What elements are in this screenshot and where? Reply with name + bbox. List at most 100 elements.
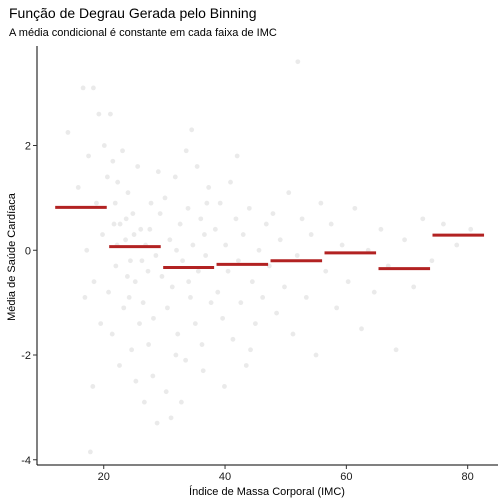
data-point — [131, 232, 137, 237]
y-axis-ticks: -4 -2 0 2 — [21, 141, 37, 467]
x-tick-label: 20 — [98, 471, 110, 483]
x-tick-label: 40 — [219, 471, 231, 483]
x-axis-ticks: 20 40 60 80 — [98, 465, 474, 483]
data-point — [183, 357, 189, 363]
data-point — [146, 342, 152, 347]
data-point — [163, 389, 169, 395]
data-point — [212, 226, 218, 232]
data-point — [206, 185, 212, 190]
data-point — [115, 179, 121, 185]
data-point — [145, 268, 151, 274]
data-point — [318, 200, 324, 206]
data-point — [199, 342, 205, 347]
y-tick-label: -4 — [21, 455, 31, 467]
data-point — [117, 363, 122, 368]
data-point — [123, 216, 129, 222]
data-point — [90, 384, 96, 389]
data-point — [441, 221, 446, 227]
data-point — [352, 205, 358, 211]
data-point — [125, 190, 131, 196]
data-point — [192, 321, 198, 326]
y-axis-label: Média de Saúde Cardíaca — [6, 192, 18, 321]
data-point — [233, 216, 239, 222]
data-point — [91, 279, 97, 285]
data-point — [371, 289, 377, 295]
data-point — [180, 258, 185, 264]
data-point — [323, 268, 329, 274]
data-point — [203, 253, 209, 258]
data-point — [190, 242, 196, 248]
y-tick-label: -2 — [21, 350, 31, 362]
data-point — [185, 205, 191, 211]
data-point — [154, 420, 160, 426]
data-point — [112, 200, 118, 206]
data-point — [107, 111, 113, 117]
data-point — [202, 232, 207, 237]
data-point — [87, 449, 93, 455]
data-point — [274, 310, 279, 316]
data-point — [120, 148, 125, 154]
data-point — [139, 258, 145, 264]
x-tick-label: 60 — [340, 471, 352, 483]
data-point — [101, 143, 107, 148]
data-point — [228, 179, 233, 185]
data-point — [235, 258, 241, 264]
data-point — [238, 300, 244, 306]
data-point — [141, 399, 147, 405]
data-point — [277, 237, 283, 243]
data-point — [294, 253, 300, 258]
data-point — [186, 279, 192, 285]
data-point — [75, 185, 81, 190]
data-point — [174, 247, 179, 253]
data-point — [198, 216, 204, 222]
data-point — [167, 237, 173, 243]
data-point — [263, 221, 269, 227]
data-point — [132, 279, 138, 285]
data-point — [80, 85, 86, 91]
data-point — [123, 237, 128, 243]
data-point — [225, 268, 231, 274]
y-tick-label: 2 — [25, 141, 31, 153]
chart-subtitle: A média condicional é constante em cada … — [9, 27, 277, 39]
data-point — [204, 200, 210, 206]
data-point — [189, 127, 195, 133]
data-point — [468, 226, 474, 232]
data-point — [240, 232, 246, 237]
data-point — [126, 295, 132, 300]
x-axis-label: Índice de Massa Corporal (IMC) — [189, 485, 345, 498]
x-tick-label: 80 — [462, 471, 474, 483]
data-point — [147, 226, 153, 232]
data-point — [299, 216, 305, 222]
data-point — [172, 174, 178, 180]
data-point — [295, 59, 301, 65]
data-point — [195, 268, 201, 274]
data-point — [266, 263, 272, 269]
data-point — [110, 158, 116, 164]
data-point — [82, 295, 88, 300]
data-point — [208, 300, 214, 306]
data-point — [173, 352, 179, 358]
data-point — [313, 352, 319, 358]
data-point — [100, 232, 105, 237]
data-point — [252, 321, 258, 326]
step-segments — [55, 205, 485, 271]
data-point — [217, 200, 223, 206]
data-point — [308, 232, 314, 237]
data-point — [106, 289, 111, 295]
data-point — [402, 237, 407, 243]
data-point — [104, 174, 110, 180]
data-point — [359, 326, 364, 332]
data-point — [128, 258, 133, 264]
data-point — [215, 289, 221, 295]
data-point — [393, 347, 399, 353]
data-point — [86, 153, 91, 159]
data-point — [150, 373, 156, 379]
data-point — [169, 284, 175, 290]
data-point — [138, 226, 144, 232]
data-point — [378, 226, 384, 232]
data-point — [113, 263, 119, 269]
data-point — [65, 130, 71, 135]
data-point — [249, 279, 255, 285]
data-point — [345, 279, 351, 285]
data-point — [246, 205, 252, 211]
